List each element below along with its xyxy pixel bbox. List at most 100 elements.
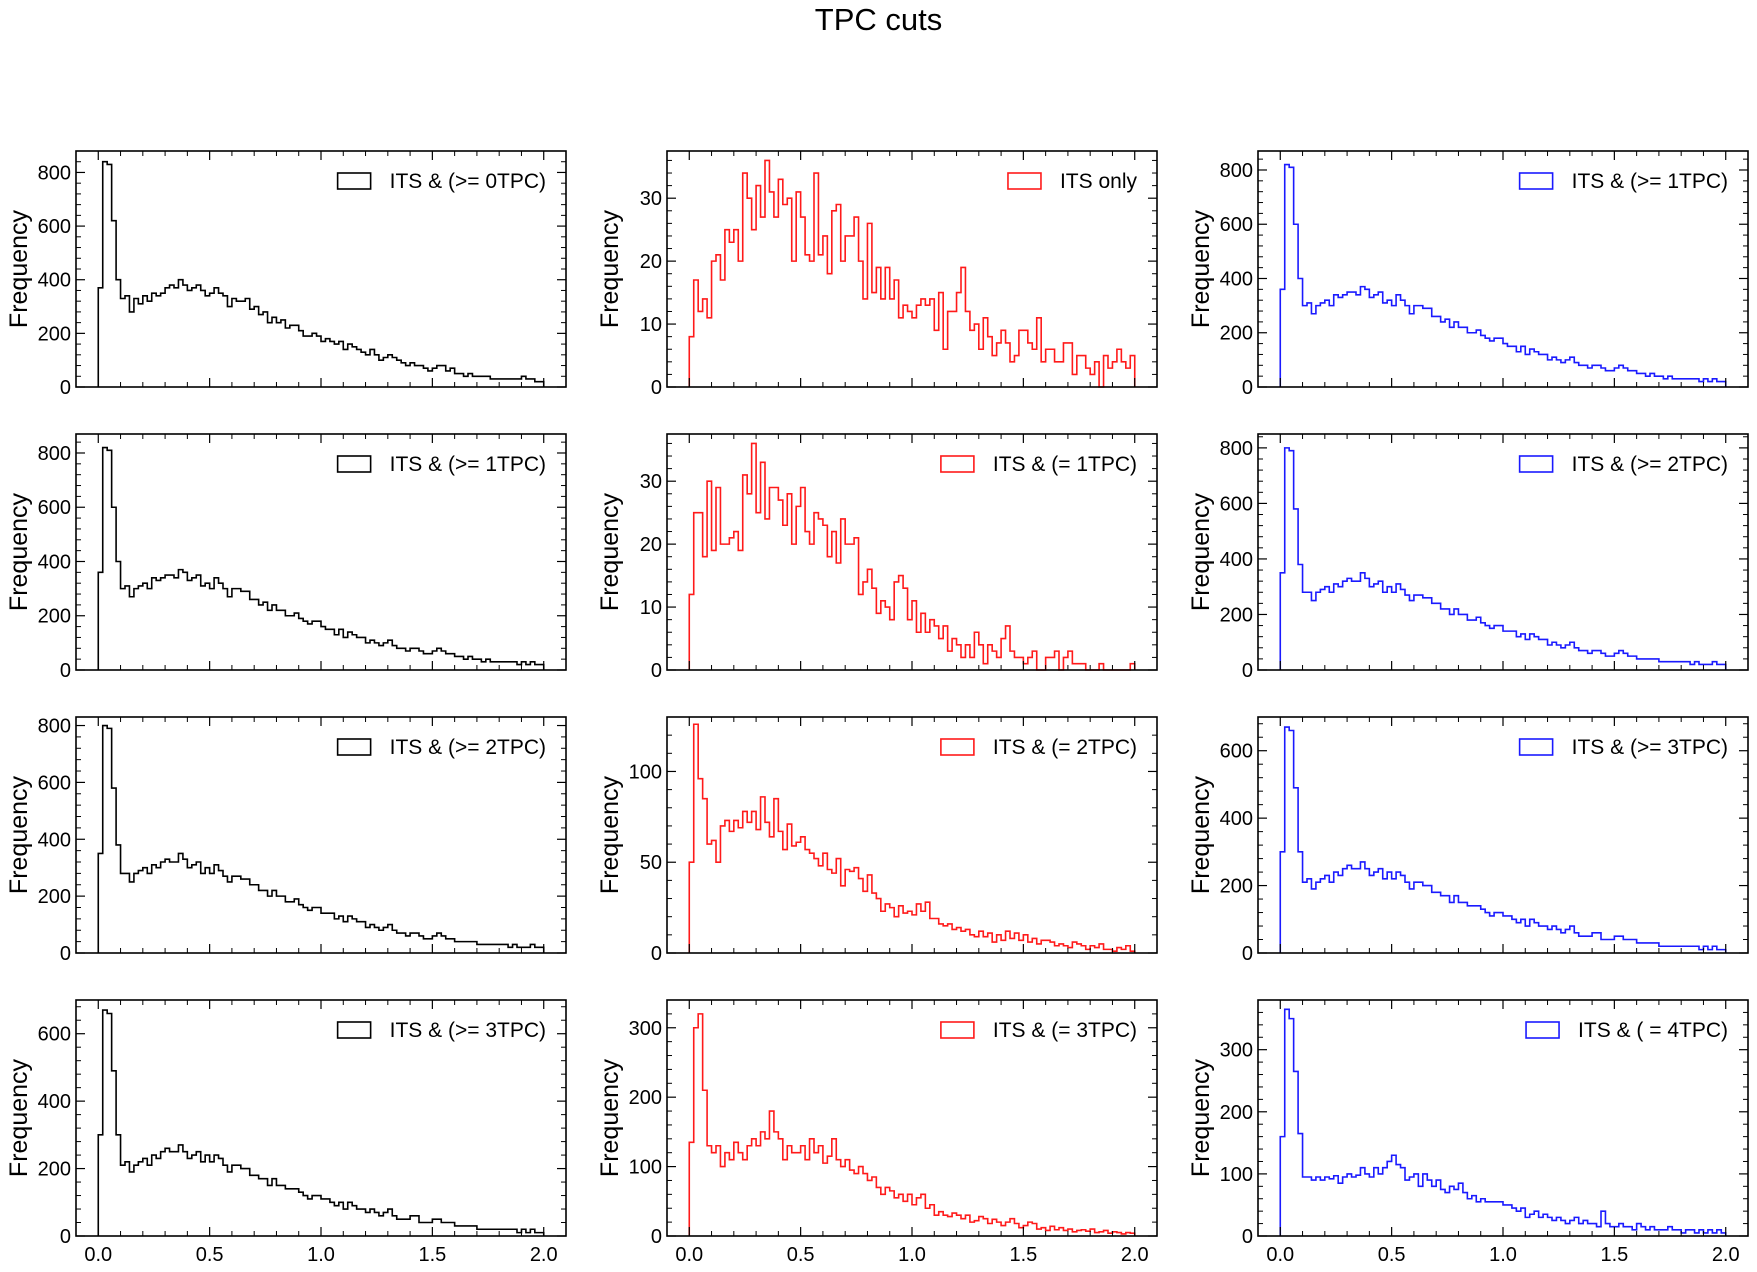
y-tick-label: 600 xyxy=(1220,214,1253,236)
legend-swatch xyxy=(336,172,372,190)
y-tick-label: 400 xyxy=(38,829,71,851)
histogram-outline xyxy=(688,159,1136,388)
y-tick-label: 20 xyxy=(640,251,662,273)
y-tick-label: 0 xyxy=(651,1226,662,1248)
legend-label: ITS & (>= 1TPC) xyxy=(390,453,546,476)
x-tick-label: 0.0 xyxy=(84,1244,112,1266)
legend-swatch xyxy=(1518,738,1554,756)
histogram-outline xyxy=(688,442,1136,671)
histogram-panel-7: 0 200 400 600 800 Frequency ITS & (>= 2TPC) xyxy=(5,716,567,965)
y-tick-label: 800 xyxy=(38,162,71,184)
y-axis-label: Frequency xyxy=(596,1058,624,1177)
y-axis-label: Frequency xyxy=(596,775,624,894)
histogram-outline xyxy=(1279,726,1727,953)
y-tick-label: 200 xyxy=(1220,604,1253,626)
y-tick-label: 300 xyxy=(1220,1040,1253,1062)
histogram-outline xyxy=(1279,447,1727,670)
x-tick-label: 2.0 xyxy=(530,1244,558,1266)
y-tick-label: 100 xyxy=(629,1157,662,1179)
histogram-panel-2: 0 10 20 30 Frequency ITS only xyxy=(596,150,1158,399)
legend-swatch xyxy=(1007,172,1042,190)
legend-label: ITS & (>= 3TPC) xyxy=(390,1019,546,1042)
legend-swatch xyxy=(1525,1021,1560,1039)
y-tick-label: 400 xyxy=(1220,268,1253,290)
histogram-outline xyxy=(97,160,545,387)
y-tick-label: 200 xyxy=(38,606,71,628)
legend-swatch xyxy=(1518,455,1554,473)
histogram-panel-3: 0 200 400 600 800 Frequency ITS & (>= 1TPC) xyxy=(1187,150,1749,399)
histogram-panel-4: 0 200 400 600 800 Frequency ITS & (>= 1TPC) xyxy=(5,433,567,682)
legend-label: ITS & (= 3TPC) xyxy=(993,1019,1137,1042)
y-tick-label: 10 xyxy=(640,314,662,336)
y-tick-label: 0 xyxy=(60,660,71,682)
x-tick-label: 0.5 xyxy=(196,1244,224,1266)
y-tick-label: 100 xyxy=(629,761,662,783)
y-tick-label: 400 xyxy=(38,1091,71,1113)
legend-label: ITS & (>= 2TPC) xyxy=(390,736,546,759)
y-tick-label: 400 xyxy=(38,551,71,573)
y-tick-label: 0 xyxy=(1242,377,1253,399)
x-tick-label: 1.0 xyxy=(307,1244,335,1266)
histogram-outline xyxy=(97,446,545,670)
x-tick-label: 2.0 xyxy=(1712,1244,1740,1266)
legend-swatch xyxy=(336,455,372,473)
y-tick-label: 0 xyxy=(651,660,662,682)
x-tick-label: 0.0 xyxy=(675,1244,703,1266)
histogram-outline xyxy=(688,723,1136,953)
x-tick-label: 1.5 xyxy=(418,1244,446,1266)
y-tick-label: 0 xyxy=(1242,1226,1253,1248)
y-axis-label: Frequency xyxy=(596,209,624,328)
x-tick-label: 1.5 xyxy=(1009,1244,1037,1266)
x-tick-label: 1.5 xyxy=(1600,1244,1628,1266)
histogram-outline xyxy=(1279,163,1727,387)
y-tick-label: 200 xyxy=(1220,876,1253,898)
y-axis-label: Frequency xyxy=(5,492,33,611)
y-tick-label: 200 xyxy=(38,1159,71,1181)
histogram-outline xyxy=(97,724,545,953)
y-tick-label: 0 xyxy=(651,377,662,399)
y-tick-label: 300 xyxy=(629,1018,662,1040)
y-tick-label: 800 xyxy=(38,443,71,465)
legend-swatch xyxy=(940,455,975,473)
histogram-panel-10: 0 200 400 600 0.0 0.5 1.0 1.5 2.0 Frequency ITS & … xyxy=(5,999,567,1266)
y-tick-label: 20 xyxy=(640,534,662,556)
legend-label: ITS only xyxy=(1060,170,1138,193)
x-tick-label: 1.0 xyxy=(1489,1244,1517,1266)
y-axis-label: Frequency xyxy=(1187,1058,1215,1177)
histogram-panel-12: 0 100 200 300 0.0 0.5 1.0 1.5 2.0 Frequency ITS & … xyxy=(1187,999,1749,1266)
figure-title: TPC cuts xyxy=(814,2,943,37)
legend-swatch xyxy=(336,738,372,756)
histogram-panel-6: 0 200 400 600 800 Frequency ITS & (>= 2TPC) xyxy=(1187,433,1749,682)
y-tick-label: 0 xyxy=(60,943,71,965)
y-axis-label: Frequency xyxy=(5,209,33,328)
y-tick-label: 0 xyxy=(1242,943,1253,965)
legend-label: ITS & (= 2TPC) xyxy=(993,736,1137,759)
y-axis-label: Frequency xyxy=(596,492,624,611)
y-tick-label: 600 xyxy=(38,1024,71,1046)
y-tick-label: 800 xyxy=(38,716,71,738)
histogram-panel-5: 0 10 20 30 Frequency ITS & (= 1TPC) xyxy=(596,433,1158,682)
y-axis-label: Frequency xyxy=(5,1058,33,1177)
y-tick-label: 0 xyxy=(60,377,71,399)
legend-swatch xyxy=(940,1021,975,1039)
y-tick-label: 400 xyxy=(1220,549,1253,571)
y-tick-label: 600 xyxy=(38,216,71,238)
legend-label: ITS & ( = 4TPC) xyxy=(1578,1019,1728,1042)
legend-label: ITS & (>= 3TPC) xyxy=(1572,736,1728,759)
histogram-panel-1: 0 200 400 600 800 Frequency ITS & (>= 0TPC) xyxy=(5,150,567,399)
y-tick-label: 0 xyxy=(1242,660,1253,682)
y-tick-label: 100 xyxy=(1220,1164,1253,1186)
y-tick-label: 30 xyxy=(640,188,662,210)
x-tick-label: 0.0 xyxy=(1266,1244,1294,1266)
y-tick-label: 0 xyxy=(60,1226,71,1248)
histogram-outline xyxy=(1279,1008,1727,1236)
y-tick-label: 50 xyxy=(640,852,662,874)
y-tick-label: 600 xyxy=(38,772,71,794)
y-tick-label: 800 xyxy=(1220,160,1253,182)
x-tick-label: 0.5 xyxy=(1378,1244,1406,1266)
y-tick-label: 600 xyxy=(1220,493,1253,515)
y-axis-label: Frequency xyxy=(1187,775,1215,894)
y-tick-label: 800 xyxy=(1220,438,1253,460)
legend-swatch xyxy=(940,738,975,756)
